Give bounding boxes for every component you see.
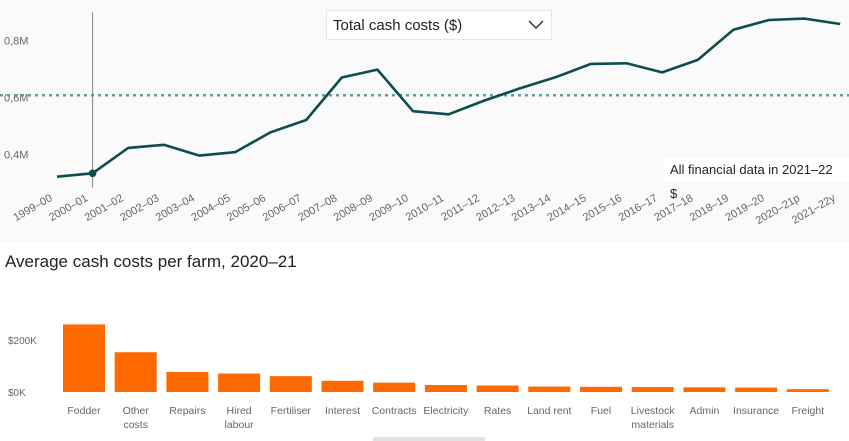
- data-point[interactable]: [730, 27, 736, 33]
- data-point[interactable]: [125, 145, 131, 151]
- x-tick-label: 2009–10: [367, 192, 410, 224]
- bar-chart-panel: [0, 242, 849, 441]
- data-point[interactable]: [268, 129, 274, 135]
- data-point[interactable]: [161, 142, 167, 148]
- data-point[interactable]: [837, 21, 843, 27]
- bar-land-rent[interactable]: [528, 386, 571, 392]
- bar-fodder[interactable]: [63, 324, 105, 392]
- bar-insurance[interactable]: [735, 387, 778, 392]
- data-point[interactable]: [481, 98, 487, 104]
- total-cash-costs-line: [56, 17, 841, 178]
- x-tick-label: 2008–09: [332, 192, 375, 224]
- x-category-label: Admin: [690, 405, 720, 417]
- bar-contracts[interactable]: [373, 382, 416, 392]
- x-tick-label: 2016–17: [617, 192, 660, 224]
- bar-chart: $0K $200K Fodder Other costs Repairs Hired labo…: [8, 324, 829, 431]
- measure-dropdown[interactable]: Total cash costs ($): [326, 10, 552, 40]
- y-tick-label: $0K: [8, 388, 26, 399]
- data-point[interactable]: [339, 75, 345, 81]
- bar-interest[interactable]: [321, 380, 364, 392]
- x-category-label: Livestock: [631, 405, 676, 417]
- y-tick-label: 0,4M: [4, 150, 28, 162]
- y-tick-label: 0,8M: [4, 36, 28, 48]
- bar-freight[interactable]: [786, 389, 829, 392]
- data-point[interactable]: [374, 67, 380, 73]
- bar-other-costs[interactable]: [114, 352, 157, 392]
- x-tick-label: 2010–11: [404, 192, 446, 223]
- bar-electricity[interactable]: [424, 384, 467, 392]
- x-category-label: Rates: [484, 405, 511, 417]
- x-tick-label: 1999–00: [11, 192, 54, 224]
- data-point[interactable]: [588, 61, 594, 67]
- x-tick-label: 2014–15: [545, 192, 588, 224]
- x-category-label: Insurance: [733, 405, 779, 417]
- data-point[interactable]: [695, 57, 701, 63]
- x-category-label: Fuel: [591, 405, 611, 417]
- x-tick-label: 2012–13: [474, 192, 517, 224]
- x-tick-label: 2004–05: [189, 192, 232, 224]
- data-point[interactable]: [624, 60, 630, 66]
- measure-dropdown-label: Total cash costs ($): [333, 17, 463, 34]
- data-point[interactable]: [802, 16, 808, 22]
- x-category-label: Hired: [227, 405, 252, 417]
- bar-livestock-materials[interactable]: [631, 387, 674, 392]
- x-category-label: Fodder: [67, 405, 101, 417]
- x-tick-label: 2013–14: [510, 192, 553, 224]
- line-chart-panel: [0, 0, 849, 242]
- x-category-label: materials: [631, 419, 674, 431]
- data-point[interactable]: [232, 149, 238, 155]
- data-point[interactable]: [54, 174, 60, 180]
- x-tick-label: 2007–08: [296, 192, 339, 224]
- x-category-label: Fertiliser: [271, 405, 312, 417]
- highlighted-data-point[interactable]: [88, 169, 97, 178]
- line-chart: 0,4M0,6M0,8M1999–002000–012001–022002–03…: [0, 12, 849, 227]
- x-category-label: Electricity: [423, 405, 469, 417]
- x-tick-label: 2000–01: [47, 192, 90, 224]
- data-point[interactable]: [766, 17, 772, 23]
- x-tick-label: 2006–07: [261, 192, 304, 224]
- bar-rates[interactable]: [476, 385, 519, 393]
- data-point[interactable]: [196, 153, 202, 159]
- x-tick-label: 2001–02: [83, 192, 126, 224]
- x-category-label: Contracts: [372, 405, 417, 417]
- bar-hired-labour[interactable]: [218, 373, 261, 392]
- x-category-label: costs: [123, 419, 148, 431]
- data-point[interactable]: [517, 85, 523, 91]
- x-tick-label: 2015–16: [581, 192, 624, 224]
- bar-chart-title: Average cash costs per farm, 2020–21: [5, 252, 297, 271]
- bar-repairs[interactable]: [166, 371, 209, 392]
- data-point[interactable]: [410, 108, 416, 114]
- x-category-label: Other: [123, 405, 150, 417]
- bar-fuel[interactable]: [580, 386, 622, 392]
- x-category-label: Repairs: [169, 405, 205, 417]
- horizontal-scrollbar[interactable]: [373, 437, 485, 441]
- data-point[interactable]: [303, 117, 309, 123]
- bar-fertiliser[interactable]: [269, 376, 312, 392]
- bar-admin[interactable]: [683, 387, 726, 392]
- x-tick-label: 2018–19: [688, 192, 731, 224]
- x-category-label: Interest: [325, 405, 360, 417]
- x-category-label: labour: [224, 419, 254, 431]
- x-category-label: Land rent: [527, 405, 571, 417]
- x-tick-label: 2002–03: [118, 192, 161, 224]
- y-tick-label: $200K: [8, 336, 37, 347]
- x-tick-label: 2005–06: [225, 192, 268, 224]
- x-category-label: Freight: [791, 405, 824, 417]
- x-tick-label: 2003–04: [154, 192, 197, 224]
- chevron-down-icon: [528, 20, 544, 30]
- data-point[interactable]: [446, 111, 452, 117]
- x-tick-label: 2011–12: [439, 192, 481, 223]
- data-point[interactable]: [659, 69, 665, 75]
- data-point[interactable]: [552, 74, 558, 80]
- financial-data-note: All financial data in 2021–22 $: [664, 158, 849, 201]
